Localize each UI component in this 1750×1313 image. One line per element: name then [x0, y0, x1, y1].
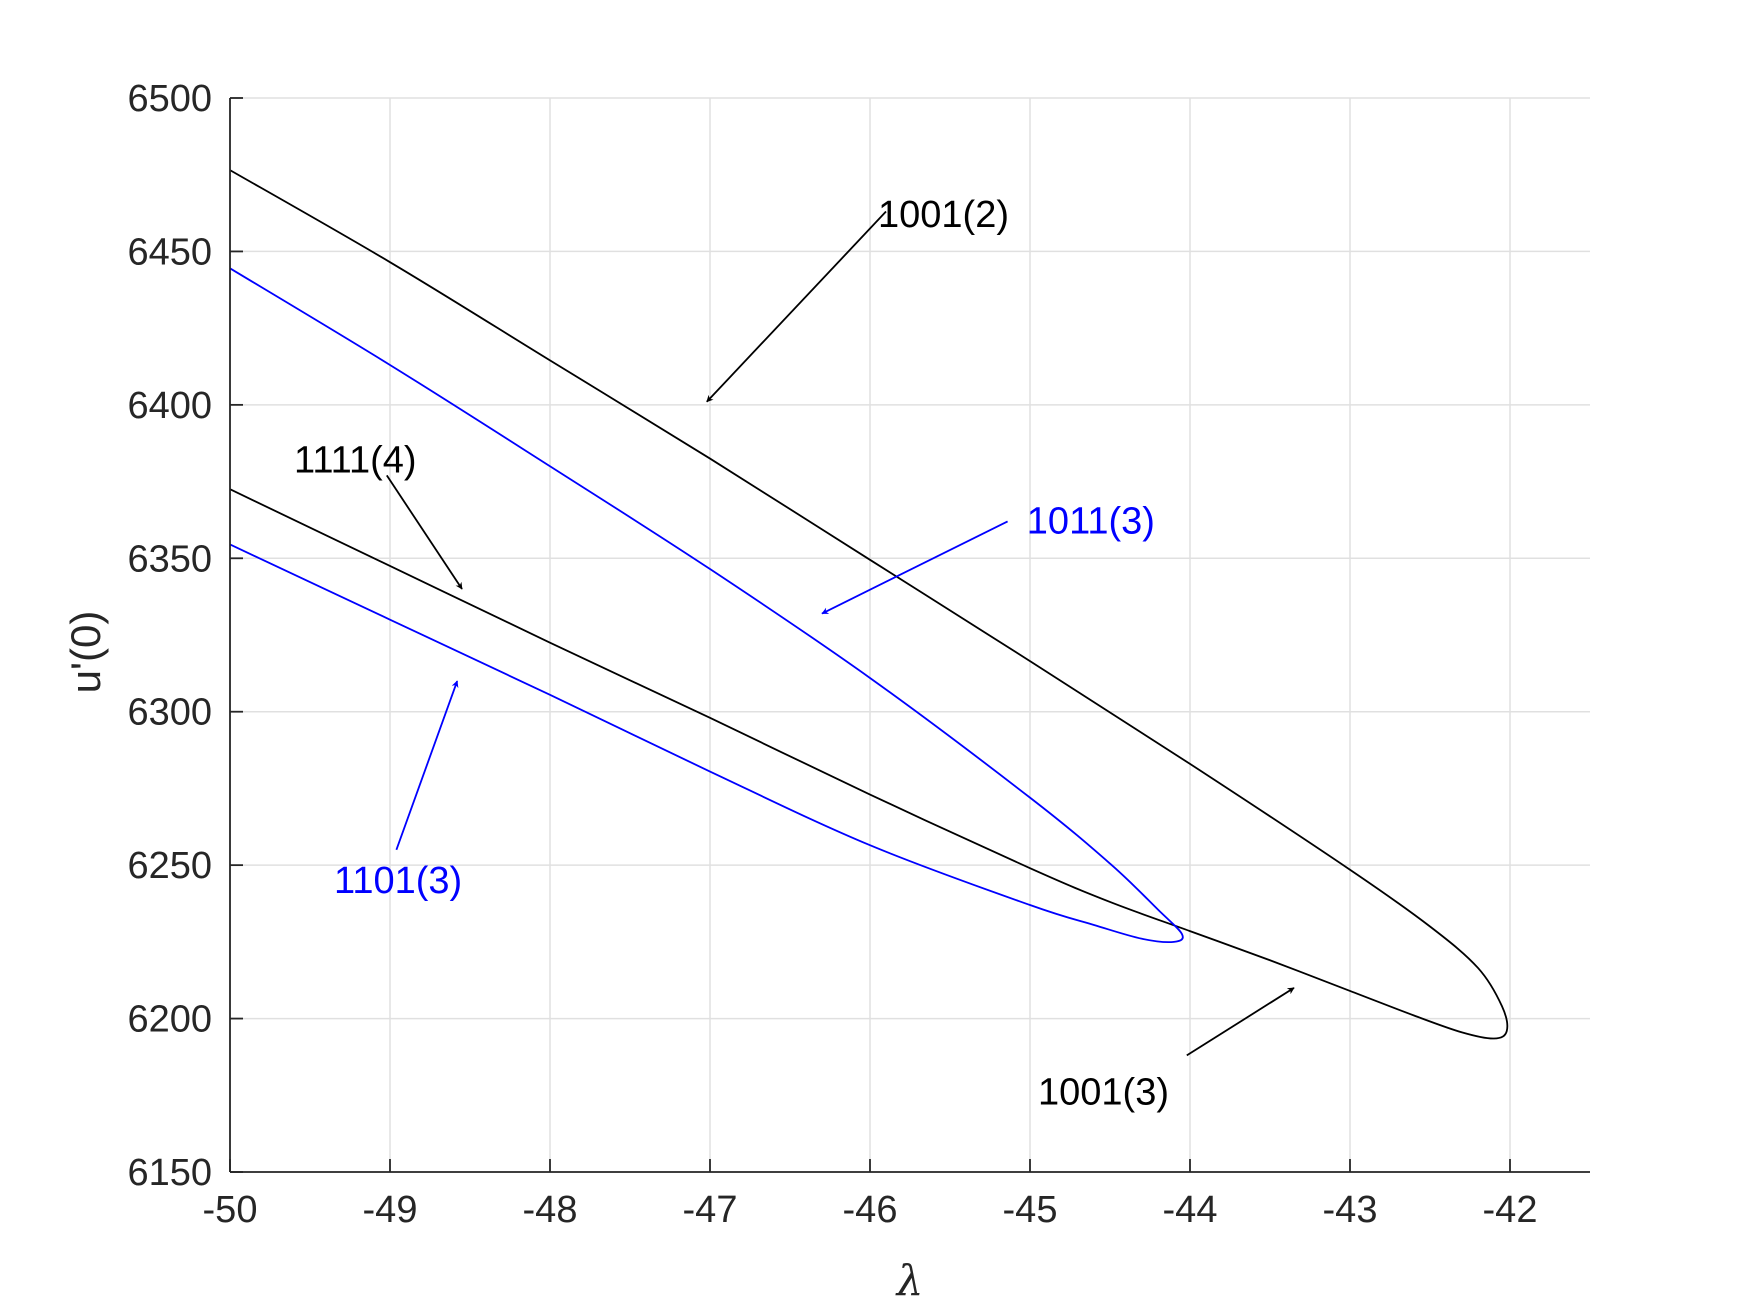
tick-labels: -50 -49 -48 -47 -46 -45 -44 -43 -42 6150 6200 6250 6… — [127, 78, 1537, 1231]
grid — [229, 97, 1590, 1173]
x-tick-label: -47 — [683, 1189, 738, 1231]
x-tick-label: -50 — [203, 1189, 258, 1231]
x-tick-label: -42 — [1483, 1189, 1538, 1231]
y-tick-label: 6250 — [127, 845, 212, 887]
y-tick-label: 6400 — [127, 385, 212, 427]
y-tick-label: 6500 — [127, 78, 212, 120]
y-tick-label: 6300 — [127, 692, 212, 734]
x-tick-label: -49 — [363, 1189, 418, 1231]
y-tick-label: 6450 — [127, 231, 212, 273]
annotation-arrow — [1186, 987, 1295, 1057]
annotation-label: 1001(2) — [878, 194, 1009, 236]
axes — [229, 97, 1590, 1173]
x-tick-label: -48 — [523, 1189, 578, 1231]
x-tick-label: -46 — [843, 1189, 898, 1231]
series-group — [229, 169, 1509, 1040]
y-tick-label: 6150 — [127, 1152, 212, 1194]
y-axis-label: u'(0) — [62, 611, 109, 694]
annotation-arrow — [821, 520, 1008, 615]
series-line-1 — [229, 169, 1509, 1040]
x-tick-label: -45 — [1003, 1189, 1058, 1231]
annotations: 1001(2) 1111(4) 1011(3) 1101(3) 1001(3) — [294, 194, 1295, 1113]
annotation-label: 1101(3) — [334, 860, 462, 902]
y-tick-label: 6350 — [127, 538, 212, 580]
annotation-arrow — [706, 210, 887, 403]
annotation-label: 1011(3) — [1027, 501, 1155, 543]
annotation-arrow — [386, 474, 463, 590]
series-line-2 — [229, 267, 1184, 943]
annotation-label: 1001(3) — [1038, 1071, 1169, 1113]
annotation-arrow — [395, 680, 459, 851]
x-axis-label: λ — [895, 1256, 924, 1305]
y-tick-label: 6200 — [127, 999, 212, 1041]
x-tick-label: -44 — [1163, 1189, 1218, 1231]
annotation-label: 1111(4) — [294, 439, 417, 481]
x-tick-label: -43 — [1323, 1189, 1378, 1231]
